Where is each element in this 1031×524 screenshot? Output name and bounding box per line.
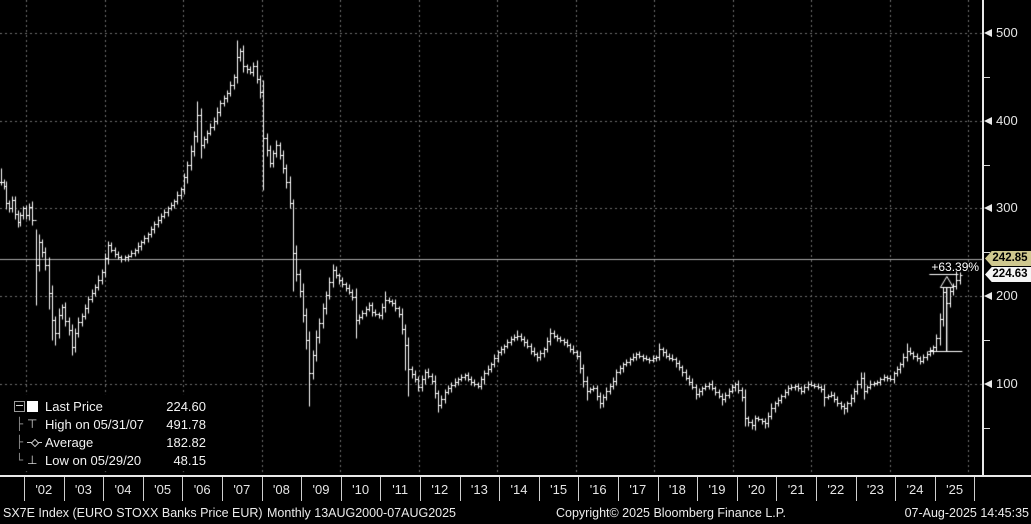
legend-label: Average bbox=[45, 434, 94, 450]
x-axis-tick bbox=[142, 477, 144, 501]
x-axis-tick bbox=[24, 477, 25, 501]
x-axis-tick bbox=[301, 477, 303, 501]
x-axis-year-label: '16 bbox=[589, 482, 607, 497]
x-axis-year-label: '11 bbox=[392, 482, 409, 497]
x-axis-tick bbox=[895, 477, 897, 501]
x-axis-year-label: '22 bbox=[827, 482, 845, 497]
x-axis-year-label: '23 bbox=[866, 482, 884, 497]
x-axis-year-label: '09 bbox=[312, 482, 330, 497]
x-axis-year-label: '06 bbox=[193, 482, 211, 497]
y-axis-minor-tick bbox=[984, 252, 990, 254]
x-axis-tick bbox=[538, 477, 540, 501]
alert-price-tag[interactable]: 242.85 bbox=[985, 251, 1031, 267]
percent-change-annotation: +63.39% bbox=[931, 259, 980, 274]
legend-row-high[interactable]: ├ ⊤ High on 05/31/07 491.78 bbox=[12, 415, 210, 433]
chart-footer: SX7E Index (EURO STOXX Banks Price EUR) … bbox=[0, 503, 1031, 524]
x-axis-tick bbox=[182, 477, 184, 501]
legend-value: 491.78 bbox=[166, 416, 206, 432]
x-axis-tick bbox=[934, 477, 936, 501]
x-axis-tick bbox=[697, 477, 699, 501]
x-axis-year-label: '17 bbox=[629, 482, 647, 497]
x-axis-year-label: '20 bbox=[748, 482, 766, 497]
legend-label: Last Price bbox=[45, 398, 103, 414]
x-axis-year-label: '21 bbox=[787, 482, 805, 497]
x-axis-year-label: '14 bbox=[510, 482, 528, 497]
x-axis-tick bbox=[974, 477, 976, 501]
x-axis-tick bbox=[420, 477, 421, 501]
last-price-tag: 224.63 bbox=[985, 266, 1031, 282]
last-price-swatch-icon bbox=[27, 400, 38, 412]
x-axis-year-label: '08 bbox=[272, 482, 290, 497]
x-axis-tick bbox=[618, 477, 619, 501]
x-axis-tick bbox=[499, 477, 501, 501]
legend-row-low[interactable]: └ ⊥ Low on 05/29/20 48.15 bbox=[12, 451, 210, 469]
y-axis-minor-tick bbox=[984, 427, 990, 429]
x-axis-tick bbox=[855, 477, 857, 501]
x-axis-year-label: '15 bbox=[550, 482, 568, 497]
x-axis-year-label: '07 bbox=[233, 482, 251, 497]
y-axis-minor-tick bbox=[984, 339, 990, 341]
x-axis-tick bbox=[776, 477, 778, 501]
x-axis-tick bbox=[261, 477, 263, 501]
x-axis-tick bbox=[578, 477, 580, 501]
x-axis-year-label: '19 bbox=[708, 482, 726, 497]
x-axis-year-label: '04 bbox=[114, 482, 132, 497]
legend-value: 48.15 bbox=[173, 452, 206, 468]
low-marker-icon: ⊥ bbox=[27, 453, 38, 467]
legend-value: 224.60 bbox=[166, 398, 206, 414]
x-axis-tick bbox=[222, 477, 223, 501]
time-axis: '02 '03 '04 '05 '06 '07 '08 '09 '10 '11 '12 '13 '14 '… bbox=[0, 475, 1031, 505]
x-axis-tick bbox=[103, 477, 105, 501]
instrument-title: SX7E Index (EURO STOXX Banks Price EUR) bbox=[3, 506, 263, 520]
x-axis-year-label: '24 bbox=[906, 482, 924, 497]
legend-row-last-price[interactable]: Last Price 224.60 bbox=[12, 397, 210, 415]
timestamp: 07-Aug-2025 14:45:35 bbox=[904, 506, 1029, 520]
legend-row-average[interactable]: ├ Average 182.82 bbox=[12, 433, 210, 451]
x-axis-year-label: '10 bbox=[352, 482, 370, 497]
legend-label: High on 05/31/07 bbox=[45, 416, 145, 432]
y-axis-minor-tick bbox=[984, 76, 990, 78]
x-axis-tick bbox=[340, 477, 342, 501]
legend-label: Low on 05/29/20 bbox=[45, 452, 142, 468]
legend-expander-icon[interactable] bbox=[14, 400, 25, 412]
x-axis-tick bbox=[380, 477, 382, 501]
x-axis-year-label: '18 bbox=[668, 482, 686, 497]
periodicity-range: Monthly 13AUG2000-07AUG2025 bbox=[267, 506, 457, 520]
high-marker-icon: ⊤ bbox=[27, 417, 38, 431]
x-axis-year-label: '05 bbox=[154, 482, 172, 497]
average-marker-icon bbox=[27, 438, 42, 447]
x-axis-tick bbox=[736, 477, 738, 501]
x-axis-tick bbox=[63, 477, 65, 501]
x-axis-year-label: '03 bbox=[74, 482, 92, 497]
y-axis-minor-tick bbox=[984, 164, 990, 166]
price-axis: 242.85 224.63 500 400 300 200 100 bbox=[982, 0, 1031, 476]
copyright-notice: Copyright© 2025 Bloomberg Finance L.P. bbox=[556, 506, 786, 520]
chart-legend[interactable]: Last Price 224.60 ├ ⊤ High on 05/31/07 4… bbox=[8, 395, 210, 471]
x-axis-year-label: '12 bbox=[431, 482, 449, 497]
x-axis-tick bbox=[459, 477, 461, 501]
x-axis-year-label: '13 bbox=[470, 482, 488, 497]
x-axis-tick bbox=[657, 477, 659, 501]
x-axis-year-label: '25 bbox=[946, 482, 964, 497]
x-axis-year-label: '02 bbox=[35, 482, 53, 497]
legend-value: 182.82 bbox=[166, 434, 206, 450]
x-axis-tick bbox=[816, 477, 817, 501]
